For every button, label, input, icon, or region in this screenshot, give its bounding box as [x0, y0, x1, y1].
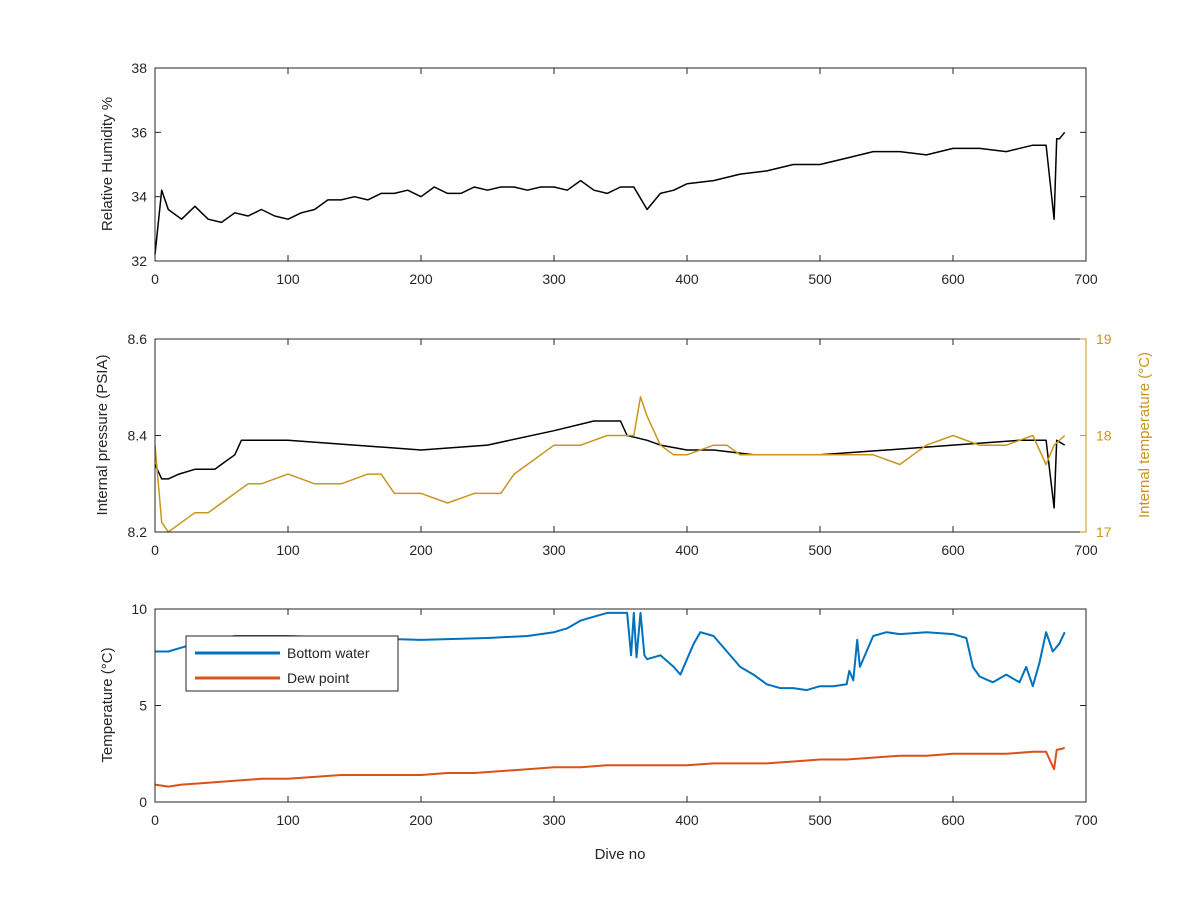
pressure-series-line [154, 420, 1066, 509]
humidity-x-tick-label: 500 [808, 271, 832, 287]
temperature-x-tick-label: 500 [808, 812, 832, 828]
temperature-x-tick-label: 300 [542, 812, 566, 828]
humidity-x-tick-label: 600 [941, 271, 965, 287]
pressure-y-tick-label: 8.2 [128, 524, 148, 540]
pressure-right-y-tick-label: 18 [1096, 428, 1112, 444]
temperature-x-tick-label: 200 [409, 812, 433, 828]
temperature-x-tick-label: 600 [941, 812, 965, 828]
temperature-y-tick-label: 10 [131, 601, 147, 617]
humidity-x-tick-label: 300 [542, 271, 566, 287]
humidity-x-tick-label: 400 [675, 271, 699, 287]
pressure-x-tick-label: 400 [675, 542, 699, 558]
bottom-water-series-line [155, 611, 1066, 692]
humidity-x-tick-label: 100 [276, 271, 300, 287]
temperature-series-group [154, 611, 1066, 788]
humidity-y-axis-label: Relative Humidity % [99, 97, 116, 231]
humidity-panel: Relative Humidity % 0 100 200 300 400 500 600 7… [99, 60, 1098, 287]
legend-label-bottom-water: Bottom water [287, 645, 370, 661]
pressure-y-tick-label: 8.6 [128, 331, 148, 347]
internal-temperature-y-axis-label: Internal temperature (°C) [1136, 352, 1153, 518]
temperature-y-tick-label: 0 [139, 794, 147, 810]
temperature-x-tick-label: 100 [276, 812, 300, 828]
humidity-series-group [154, 131, 1066, 255]
legend-label-dew-point: Dew point [287, 670, 349, 686]
pressure-x-tick-label: 300 [542, 542, 566, 558]
humidity-y-tick-label: 32 [131, 253, 147, 269]
humidity-x-tick-label: 200 [409, 271, 433, 287]
temperature-y-tick-label: 5 [139, 698, 147, 714]
dew-point-series-line [154, 747, 1065, 788]
pressure-x-tick-label: 100 [276, 542, 300, 558]
pressure-x-tick-label: 500 [808, 542, 832, 558]
pressure-x-tick-label: 600 [941, 542, 965, 558]
legend: Bottom water Dew point [185, 635, 399, 692]
temperature-x-tick-label: 0 [151, 812, 159, 828]
temperature-panel: Temperature (°C) Dive no 0 100 200 300 400 50… [99, 601, 1098, 863]
pressure-panel: Internal pressure (PSIA) Internal temper… [94, 331, 1153, 558]
pressure-x-tick-label: 700 [1074, 542, 1098, 558]
humidity-x-tick-label: 700 [1074, 271, 1098, 287]
humidity-axes-frame [154, 67, 1087, 262]
humidity-y-tick-label: 38 [131, 60, 147, 76]
humidity-series-line [154, 131, 1066, 255]
pressure-x-tick-label: 200 [409, 542, 433, 558]
pressure-series-group [154, 396, 1066, 533]
pressure-right-y-tick-label: 19 [1096, 331, 1112, 347]
temperature-x-tick-label: 400 [675, 812, 699, 828]
internal-temperature-series-line [154, 396, 1066, 533]
humidity-y-tick-label: 34 [131, 189, 147, 205]
temperature-x-tick-label: 700 [1074, 812, 1098, 828]
pressure-y-tick-label: 8.4 [128, 428, 148, 444]
humidity-x-tick-label: 0 [151, 271, 159, 287]
pressure-y-axis-label: Internal pressure (PSIA) [94, 355, 111, 516]
legend-box [185, 635, 399, 692]
pressure-x-tick-label: 0 [151, 542, 159, 558]
pressure-right-y-tick-label: 17 [1096, 524, 1112, 540]
dive-no-x-axis-label: Dive no [595, 846, 646, 863]
humidity-y-tick-label: 36 [131, 124, 147, 140]
temperature-y-axis-label: Temperature (°C) [99, 647, 116, 762]
